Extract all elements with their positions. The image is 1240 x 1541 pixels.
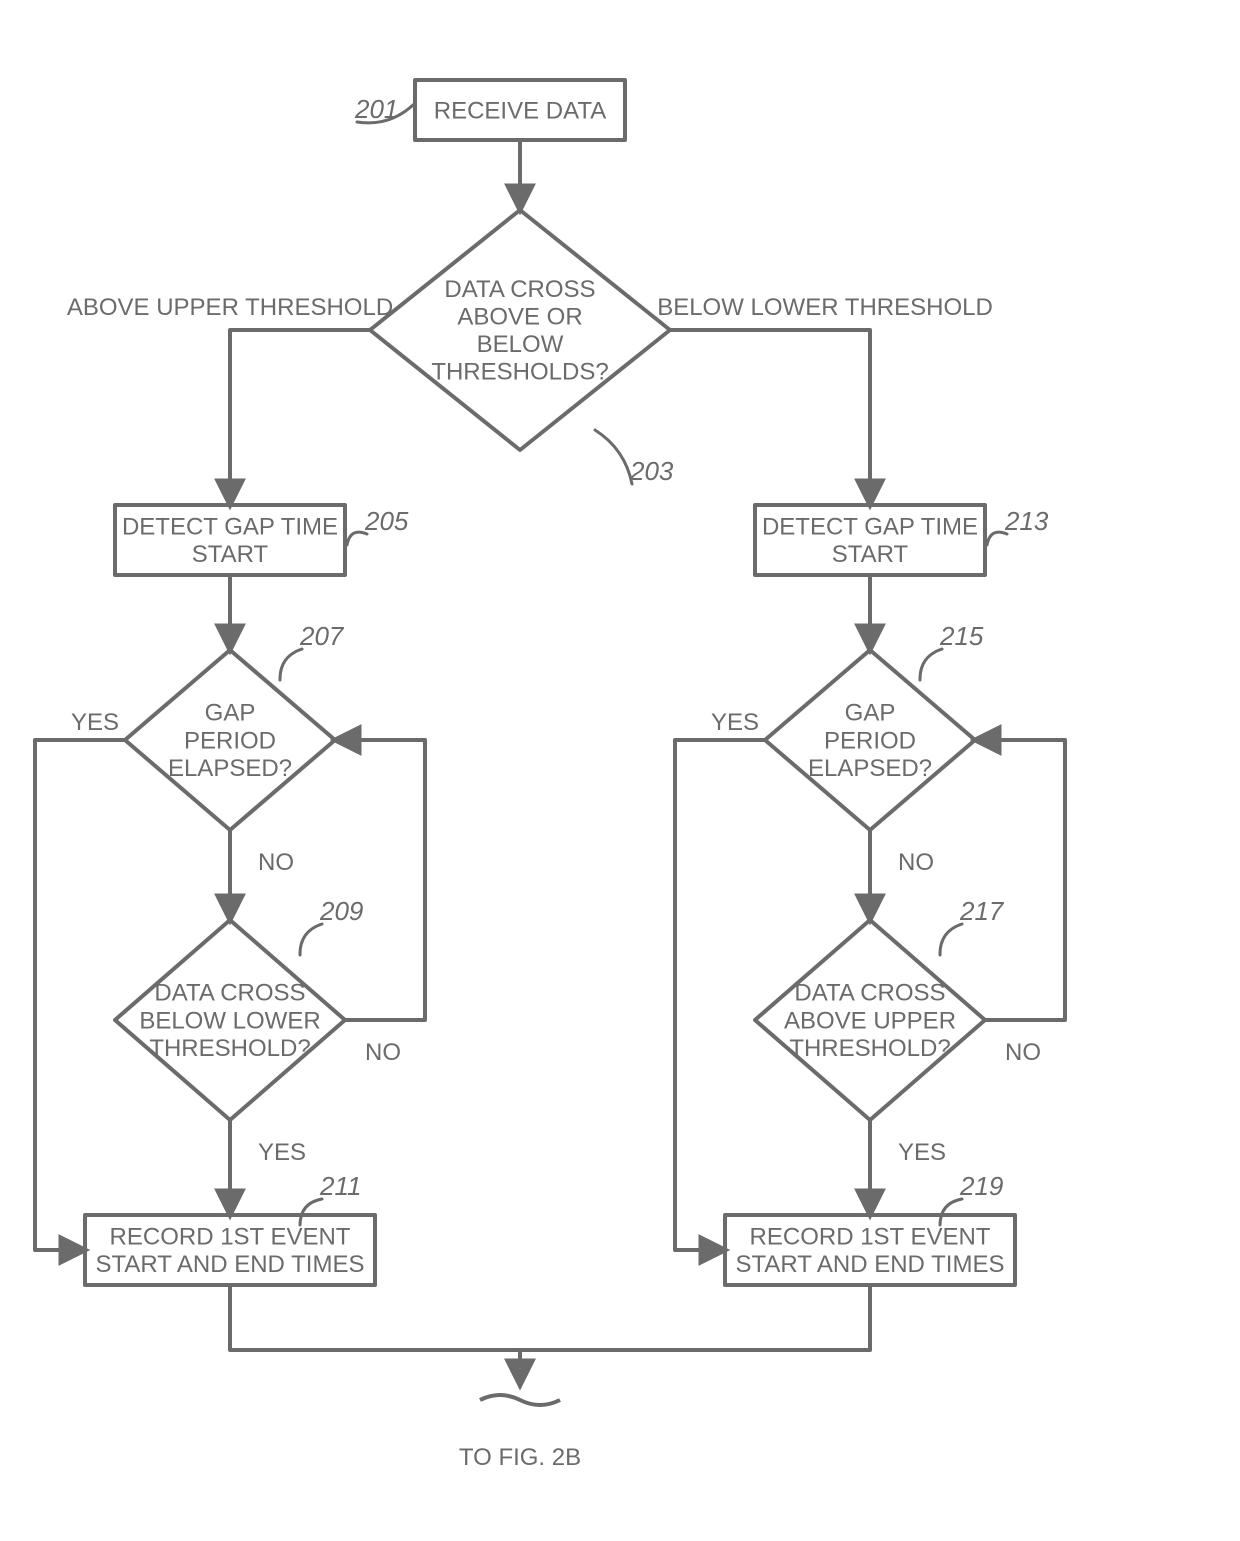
- ref-r203-text: 203: [629, 456, 674, 486]
- node-n209-label: THRESHOLD?: [149, 1035, 310, 1062]
- footer: TO FIG. 2B: [459, 1444, 581, 1471]
- ref-r207: 207: [280, 621, 345, 680]
- node-n217-label: DATA CROSS: [794, 980, 945, 1007]
- node-n205: DETECT GAP TIMESTART: [115, 505, 345, 575]
- node-n209-label: BELOW LOWER: [139, 1007, 320, 1034]
- ref-r203: 203: [595, 430, 674, 486]
- ref-r211-leader: [300, 1199, 322, 1225]
- edge-label-1: BELOW LOWER THRESHOLD: [657, 294, 993, 321]
- ref-r215-text: 215: [939, 621, 984, 651]
- ref-r213-text: 213: [1004, 506, 1049, 536]
- node-n217-label: ABOVE UPPER: [784, 1007, 956, 1034]
- nodes: RECEIVE DATADATA CROSSABOVE ORBELOWTHRES…: [85, 80, 1015, 1405]
- node-n203-label: ABOVE OR: [457, 303, 582, 330]
- node-n217: DATA CROSSABOVE UPPERTHRESHOLD?: [755, 920, 985, 1120]
- ref-r207-leader: [280, 649, 302, 680]
- edge-6: [335, 740, 425, 1020]
- edge-2: [670, 330, 870, 505]
- node-n219-label: RECORD 1ST EVENT: [750, 1223, 991, 1250]
- ref-r219-text: 219: [959, 1171, 1003, 1201]
- edge-label-7: NO: [898, 849, 934, 876]
- ref-r211-text: 211: [319, 1171, 361, 1201]
- node-n213-label: DETECT GAP TIME: [762, 513, 978, 540]
- node-n217-label: THRESHOLD?: [789, 1035, 950, 1062]
- ref-r213-leader: [987, 532, 1007, 545]
- node-n207-label: GAP: [205, 700, 256, 727]
- ref-r209-leader: [300, 924, 322, 955]
- edge-5: [35, 740, 125, 1250]
- edge-1: [230, 330, 370, 505]
- node-n203: DATA CROSSABOVE ORBELOWTHRESHOLDS?: [370, 210, 670, 450]
- node-n203-label: THRESHOLDS?: [431, 359, 608, 386]
- node-n201-label: RECEIVE DATA: [434, 97, 606, 124]
- node-n215-label: GAP: [845, 700, 896, 727]
- node-n205-label: DETECT GAP TIME: [122, 513, 338, 540]
- edge-14: [520, 1285, 870, 1385]
- node-n205-label: START: [192, 541, 269, 568]
- node-n219: RECORD 1ST EVENTSTART AND END TIMES: [725, 1215, 1015, 1285]
- ref-r215-leader: [920, 649, 942, 680]
- ref-r209: 209: [300, 896, 363, 955]
- edge-label-5: YES: [258, 1139, 306, 1166]
- ref-r205-text: 205: [364, 506, 409, 536]
- node-n201: RECEIVE DATA: [415, 80, 625, 140]
- node-n209-label: DATA CROSS: [154, 980, 305, 1007]
- ref-r203-leader: [595, 430, 632, 484]
- ref-r213: 213: [987, 506, 1049, 545]
- node-n207: GAPPERIODELAPSED?: [125, 650, 335, 830]
- edge-label-8: NO: [1005, 1039, 1041, 1066]
- ref-r217-leader: [940, 924, 962, 955]
- node-n207-label: PERIOD: [184, 727, 276, 754]
- ref-r209-text: 209: [319, 896, 363, 926]
- node-n215: GAPPERIODELAPSED?: [765, 650, 975, 830]
- ref-r205-leader: [347, 532, 367, 545]
- edge-13: [230, 1285, 520, 1385]
- node-n203-label: DATA CROSS: [444, 276, 595, 303]
- ref-r201: 201: [354, 94, 413, 124]
- node-n203-label: BELOW: [477, 331, 564, 358]
- edge-label-9: YES: [898, 1139, 946, 1166]
- edge-label-3: NO: [258, 849, 294, 876]
- edge-label-6: YES: [711, 709, 759, 736]
- edge-10: [675, 740, 765, 1250]
- node-n215-label: ELAPSED?: [808, 755, 932, 782]
- node-n207-label: ELAPSED?: [168, 755, 292, 782]
- ref-r207-text: 207: [299, 621, 345, 651]
- ref-r217-text: 217: [959, 896, 1005, 926]
- node-n211-label: START AND END TIMES: [96, 1251, 365, 1278]
- ref-r205: 205: [347, 506, 409, 545]
- flowchart-canvas: RECEIVE DATADATA CROSSABOVE ORBELOWTHRES…: [0, 0, 1240, 1541]
- edge-label-0: ABOVE UPPER THRESHOLD: [67, 294, 393, 321]
- edge-11: [975, 740, 1065, 1020]
- node-n213-label: START: [832, 541, 909, 568]
- node-n215-label: PERIOD: [824, 727, 916, 754]
- edge-label-4: NO: [365, 1039, 401, 1066]
- edge-label-2: YES: [71, 709, 119, 736]
- ref-r217: 217: [940, 896, 1005, 955]
- ref-r219-leader: [940, 1199, 962, 1225]
- node-n211-label: RECORD 1ST EVENT: [110, 1223, 351, 1250]
- node-n209: DATA CROSSBELOW LOWERTHRESHOLD?: [115, 920, 345, 1120]
- node-n219-label: START AND END TIMES: [736, 1251, 1005, 1278]
- node-n211: RECORD 1ST EVENTSTART AND END TIMES: [85, 1215, 375, 1285]
- ref-r215: 215: [920, 621, 984, 680]
- footer-text: TO FIG. 2B: [459, 1444, 581, 1471]
- node-cont: [480, 1395, 560, 1405]
- node-n213: DETECT GAP TIMESTART: [755, 505, 985, 575]
